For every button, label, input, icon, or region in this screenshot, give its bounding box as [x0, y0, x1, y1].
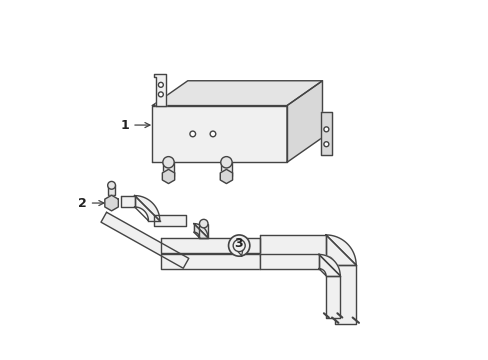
Circle shape: [220, 157, 232, 168]
Text: 2: 2: [78, 197, 103, 210]
Circle shape: [158, 82, 163, 87]
Polygon shape: [101, 212, 188, 268]
Circle shape: [323, 127, 328, 132]
Polygon shape: [104, 195, 118, 211]
Polygon shape: [320, 112, 331, 155]
Circle shape: [189, 131, 195, 137]
Polygon shape: [134, 195, 160, 221]
Polygon shape: [154, 215, 185, 226]
Polygon shape: [325, 276, 340, 318]
Circle shape: [107, 181, 115, 189]
Polygon shape: [121, 195, 134, 207]
Polygon shape: [334, 265, 355, 324]
Polygon shape: [161, 238, 260, 253]
Circle shape: [158, 92, 163, 97]
Polygon shape: [193, 224, 207, 238]
Polygon shape: [260, 235, 325, 256]
Polygon shape: [152, 81, 322, 105]
Circle shape: [233, 239, 244, 252]
Bar: [199, 224, 207, 238]
Circle shape: [323, 142, 328, 147]
Bar: [163, 162, 174, 176]
Bar: [107, 185, 115, 195]
Polygon shape: [161, 254, 260, 269]
Polygon shape: [286, 81, 322, 162]
Circle shape: [228, 235, 249, 256]
Polygon shape: [162, 169, 174, 184]
Polygon shape: [325, 235, 355, 265]
Text: 3: 3: [234, 237, 242, 256]
Circle shape: [210, 131, 215, 137]
Polygon shape: [220, 169, 232, 184]
Circle shape: [163, 157, 174, 168]
Polygon shape: [152, 105, 286, 162]
Polygon shape: [318, 255, 340, 276]
Text: 1: 1: [121, 118, 150, 131]
Circle shape: [199, 219, 207, 228]
Polygon shape: [260, 255, 318, 269]
Bar: [220, 162, 232, 176]
Polygon shape: [154, 74, 165, 105]
